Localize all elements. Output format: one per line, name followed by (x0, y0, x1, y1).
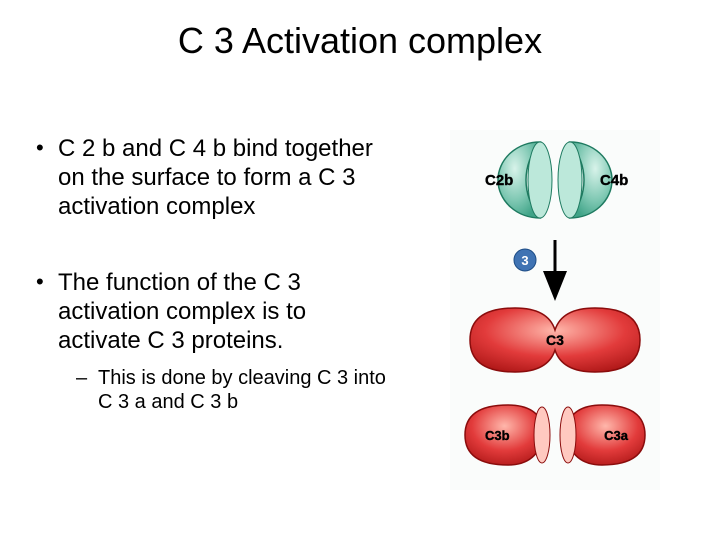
bullet-2-text: The function of the C 3 activation compl… (58, 269, 306, 354)
c3a-label: C3a (604, 428, 629, 443)
step-badge: 3 (514, 249, 536, 271)
c4b-label: C4b (600, 172, 628, 189)
slide-title: C 3 Activation complex (0, 20, 720, 62)
bullet-2: The function of the C 3 activation compl… (30, 269, 390, 413)
step-badge-label: 3 (521, 253, 528, 268)
c2b-label: C2b (485, 172, 513, 189)
c3-label: C3 (546, 332, 564, 348)
c3b-label: C3b (485, 428, 510, 443)
bullet-1-text: C 2 b and C 4 b bind together on the sur… (58, 135, 373, 220)
slide: C 3 Activation complex C 2 b and C 4 b b… (0, 0, 720, 540)
body-text: C 2 b and C 4 b bind together on the sur… (30, 135, 390, 462)
bullet-1: C 2 b and C 4 b bind together on the sur… (30, 135, 390, 221)
c3a-shape (560, 405, 645, 465)
diagram: C2b C4b 3 C3 C3b C3 (410, 130, 700, 510)
bullet-2-sub-1: This is done by cleaving C 3 into C 3 a … (76, 366, 390, 414)
